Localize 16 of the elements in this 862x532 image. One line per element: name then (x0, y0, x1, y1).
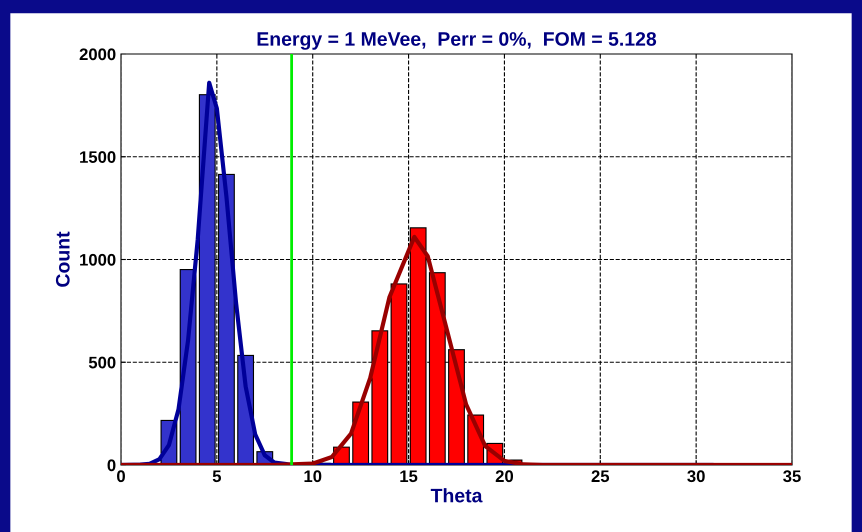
x-tick-label: 10 (304, 470, 322, 482)
x-tick-label: 25 (592, 470, 610, 482)
x-tick-label: 5 (212, 470, 222, 482)
x-tick-label: 15 (400, 470, 418, 482)
x-axis-title: Theta (430, 488, 483, 502)
chart-title: Energy = 1 MeVee, Perr = 0%, FOM = 5.128 (258, 32, 656, 50)
y-tick-label: 500 (88, 356, 116, 368)
x-tick-label: 0 (117, 470, 125, 482)
y-tick-label: 1500 (80, 151, 116, 163)
y-tick-label: 1000 (80, 254, 116, 266)
x-tick-label: 20 (496, 470, 514, 482)
y-tick-label: 0 (108, 459, 116, 472)
x-tick-label: 35 (783, 470, 801, 482)
y-axis-title: Count (56, 232, 70, 287)
y-tick-label: 2000 (80, 48, 116, 60)
x-tick-label: 30 (687, 470, 705, 482)
